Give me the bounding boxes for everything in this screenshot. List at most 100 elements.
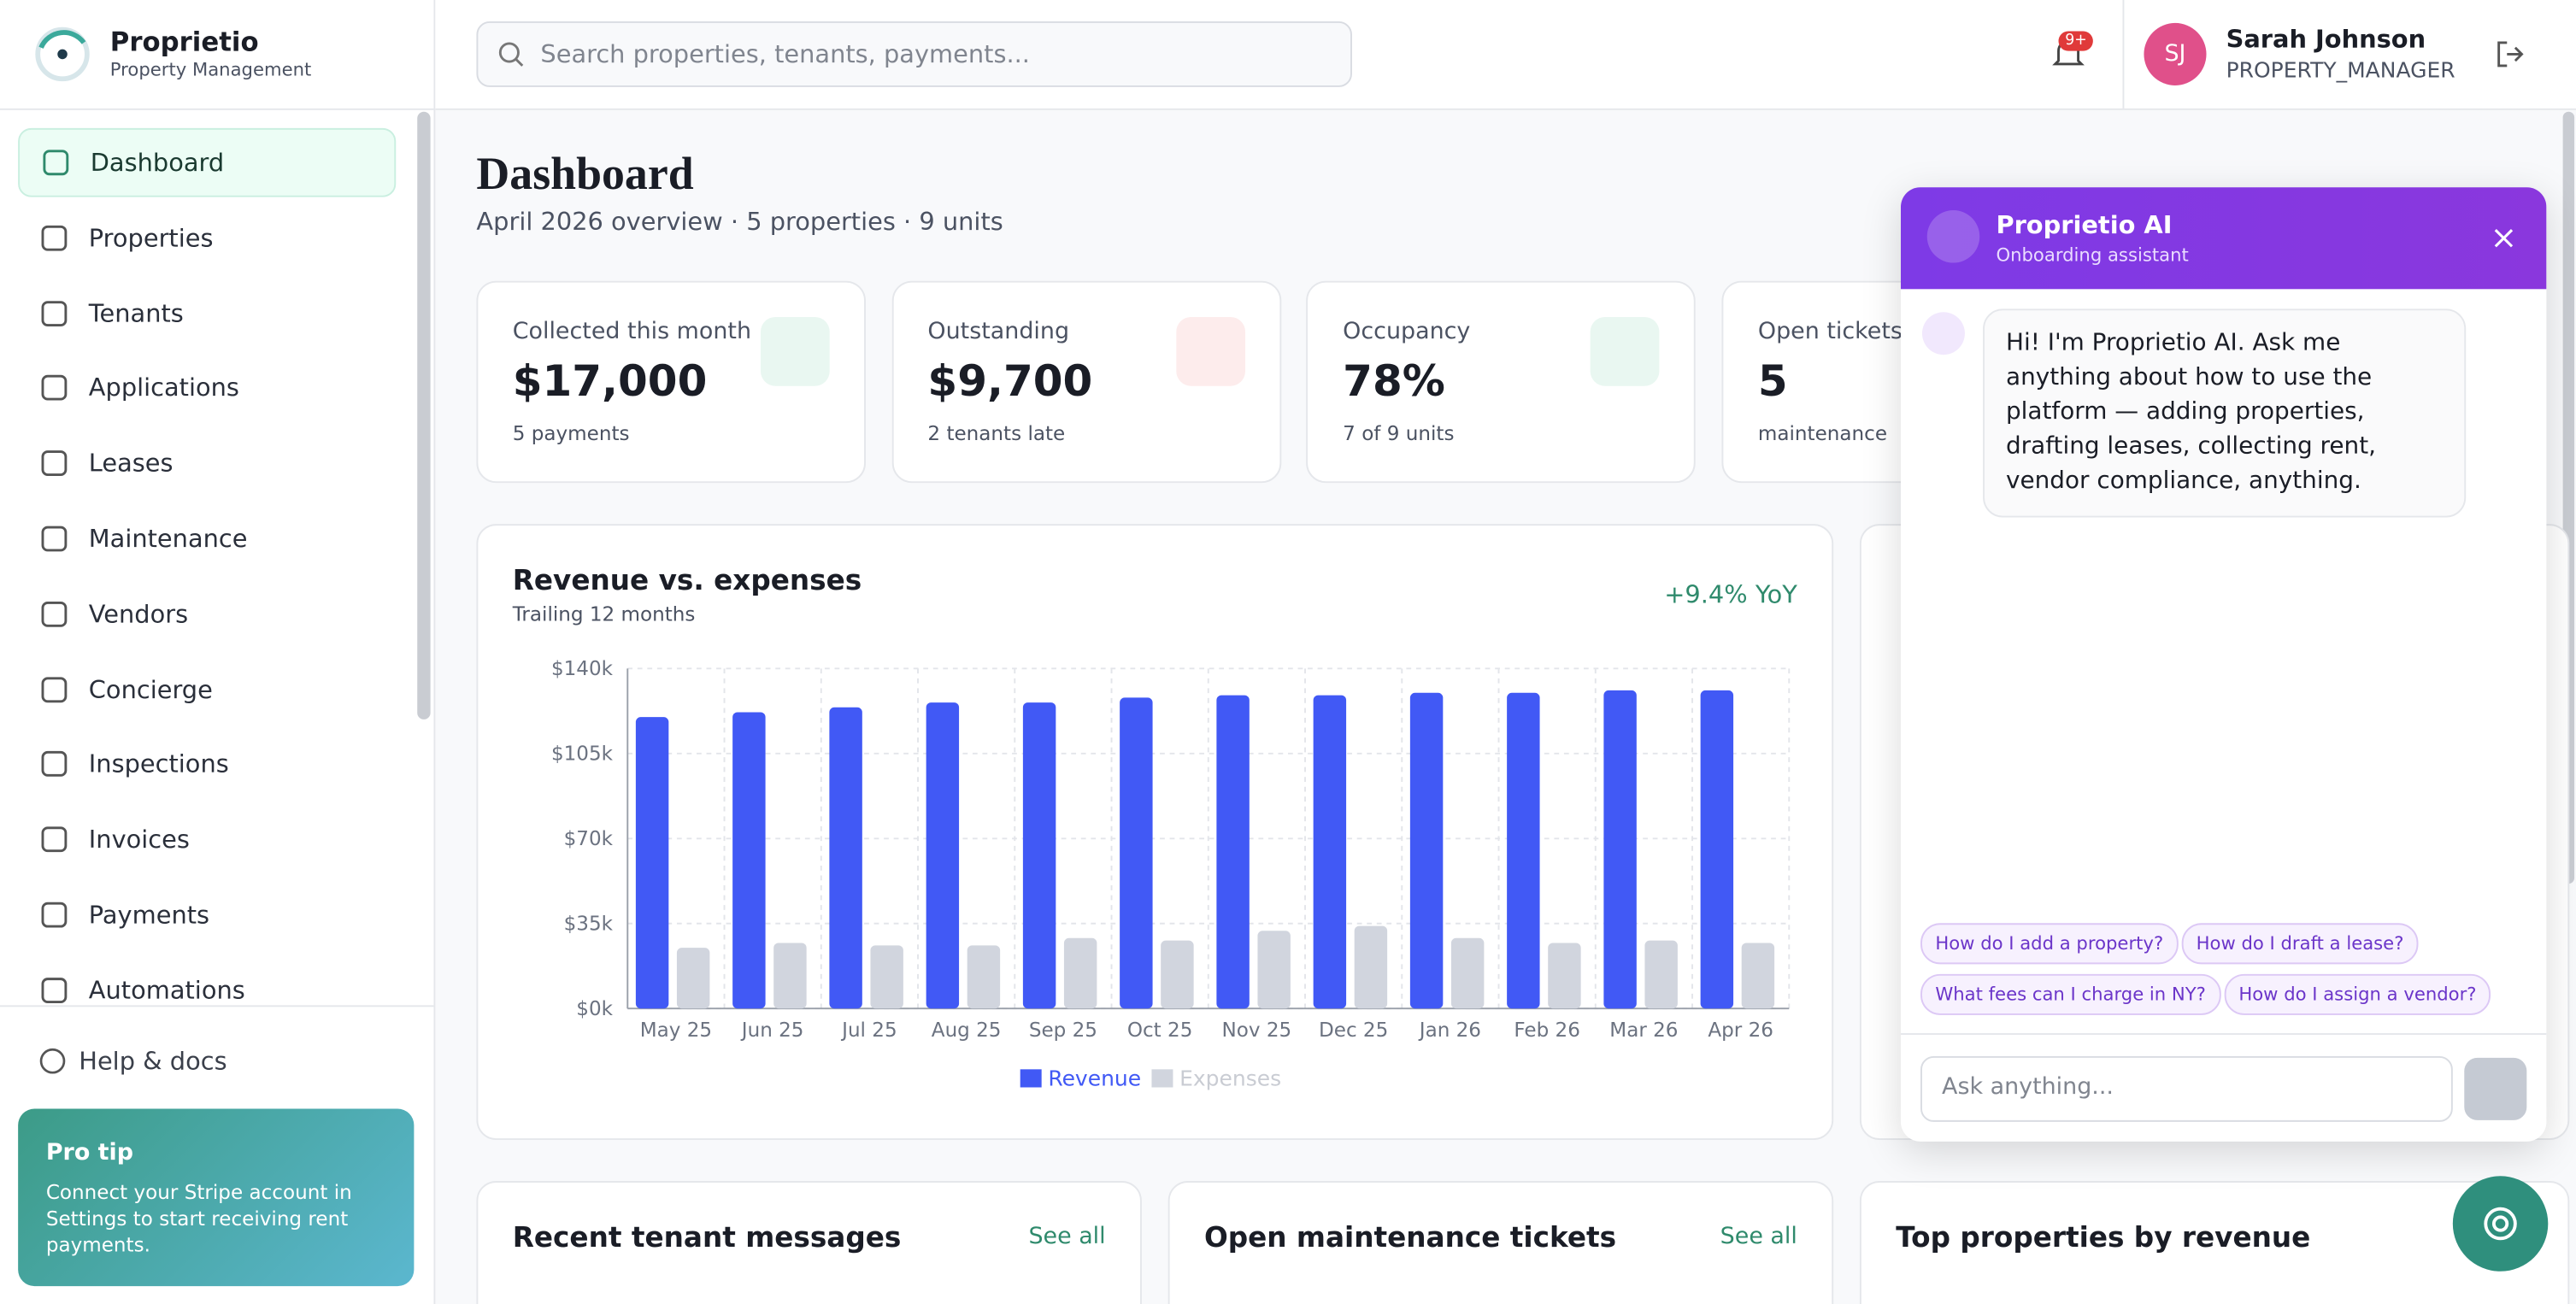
brand-name: Proprietio xyxy=(109,26,259,58)
nav-item[interactable]: Dashboard xyxy=(18,127,397,197)
logout[interactable] xyxy=(2496,39,2526,69)
x-tick-label: May 25 xyxy=(640,1019,712,1042)
stat-icon xyxy=(760,316,830,386)
nav-item[interactable]: Leases xyxy=(18,429,396,498)
nav-item[interactable]: Applications xyxy=(18,354,396,423)
nav-item[interactable]: Properties xyxy=(18,203,396,273)
send-button[interactable] xyxy=(2464,1057,2527,1120)
nav-item[interactable]: Tenants xyxy=(18,279,396,348)
x-tick-label: Jul 25 xyxy=(840,1019,897,1042)
chat-panel: Proprietio AI Onboarding assistant Hi! I… xyxy=(1900,187,2547,1142)
legend-label: Revenue xyxy=(1048,1066,1141,1091)
stat-note: 5 payments xyxy=(512,422,630,445)
bar xyxy=(1161,940,1194,1009)
fab-icon xyxy=(2484,1207,2517,1241)
stat-note: maintenance xyxy=(1757,422,1888,445)
bar xyxy=(829,707,862,1009)
panel-title: Open maintenance tickets xyxy=(1203,1222,1617,1255)
bot-icon xyxy=(1921,312,1965,355)
chart-card: Revenue vs. expenses Trailing 12 months … xyxy=(476,524,1834,1140)
panel-title: Recent tenant messages xyxy=(512,1222,902,1255)
stat-value: 5 xyxy=(1757,358,1788,408)
brand-tagline: Property Management xyxy=(109,59,312,81)
suggestion[interactable]: How do I assign a vendor? xyxy=(2224,973,2491,1015)
bar xyxy=(1409,692,1444,1009)
sidebar: Proprietio Property Management Dashboard… xyxy=(0,0,436,1304)
chat-placeholder: Ask anything... xyxy=(1942,1074,2114,1101)
suggestion[interactable]: How do I draft a lease? xyxy=(2181,923,2419,965)
bar xyxy=(1700,690,1734,1009)
nav-item[interactable]: Payments xyxy=(18,880,396,949)
stat-value: $17,000 xyxy=(512,358,708,408)
panel-title: Top properties by revenue xyxy=(1896,1222,2311,1255)
bar xyxy=(635,717,669,1009)
bar xyxy=(1063,937,1097,1009)
avatar[interactable]: SJ xyxy=(2144,22,2207,85)
bar xyxy=(1313,695,1347,1009)
divider xyxy=(1900,1033,2547,1035)
nav-icon xyxy=(41,300,68,326)
suggestion[interactable]: What fees can I charge in NY? xyxy=(1920,973,2221,1015)
chart-subtitle: Trailing 12 months xyxy=(512,602,696,626)
x-tick-label: Apr 26 xyxy=(1708,1019,1773,1042)
nav-label: Payments xyxy=(88,900,210,930)
bar xyxy=(967,945,1001,1009)
panel-link[interactable]: See all xyxy=(1028,1224,1106,1250)
nav-icon xyxy=(41,450,68,477)
suggestion[interactable]: How do I add a property? xyxy=(1920,923,2179,965)
help-link[interactable]: Help & docs xyxy=(79,1046,227,1077)
chat-subtitle: Onboarding assistant xyxy=(1996,244,2189,267)
nav-item[interactable]: Concierge xyxy=(18,655,396,724)
bar xyxy=(1603,690,1637,1009)
suggestions: How do I add a property? How do I draft a… xyxy=(1920,923,2528,1025)
nav-icon xyxy=(43,150,69,176)
x-tick-label: Aug 25 xyxy=(932,1019,1002,1042)
bar xyxy=(1216,695,1250,1009)
nav-icon xyxy=(41,826,68,853)
page-subtitle: April 2026 overview · 5 properties · 9 u… xyxy=(476,207,1003,237)
nav-label: Concierge xyxy=(88,674,213,704)
nav-item[interactable]: Maintenance xyxy=(18,504,396,573)
nav-label: Vendors xyxy=(88,599,189,629)
nav-icon xyxy=(41,977,68,1003)
badge: 9+ xyxy=(2058,31,2094,51)
nav-item[interactable]: Automations xyxy=(18,955,396,1025)
search-placeholder: Search properties, tenants, payments... xyxy=(540,39,1030,69)
stat-label: Open tickets xyxy=(1757,318,1903,345)
search-icon xyxy=(498,42,524,67)
nav-label: Dashboard xyxy=(90,147,225,178)
bar xyxy=(732,712,766,1009)
x-tick-label: Dec 25 xyxy=(1319,1019,1388,1042)
nav-icon xyxy=(41,526,68,552)
chat-header: Proprietio AI Onboarding assistant xyxy=(1900,187,2547,290)
chat-close[interactable] xyxy=(2494,228,2514,248)
nav-item[interactable]: Invoices xyxy=(18,805,396,874)
nav-label: Applications xyxy=(88,373,239,403)
bar xyxy=(1741,943,1775,1009)
stat-note: 7 of 9 units xyxy=(1343,422,1455,445)
bar xyxy=(1507,692,1540,1009)
x-tick-label: Jan 26 xyxy=(1418,1019,1481,1042)
help-fab[interactable] xyxy=(2452,1176,2549,1272)
chat-input[interactable]: Ask anything... xyxy=(1920,1055,2453,1122)
user-role: PROPERTY_MANAGER xyxy=(2226,59,2455,85)
search[interactable]: Search properties, tenants, payments... xyxy=(476,21,1352,87)
x-tick-label: Nov 25 xyxy=(1222,1019,1292,1042)
x-tick-label: Jun 25 xyxy=(740,1019,804,1042)
nav-item[interactable]: Vendors xyxy=(18,579,396,649)
panel-link[interactable]: See all xyxy=(1720,1224,1797,1250)
nav-label: Automations xyxy=(88,975,245,1005)
x-tick-label: Mar 26 xyxy=(1609,1019,1678,1042)
topbar: Search properties, tenants, payments... … xyxy=(435,0,2576,110)
nav-label: Maintenance xyxy=(88,524,248,554)
chart: $0k $35k $70k $105k $140k May 25 Jun 25 Jul 25 A… xyxy=(551,658,1791,1091)
user-name: Sarah Johnson xyxy=(2226,24,2426,55)
nav-label: Tenants xyxy=(88,298,184,328)
nav-item[interactable]: Inspections xyxy=(18,730,396,799)
bar xyxy=(1022,702,1056,1009)
x-tick-label: Sep 25 xyxy=(1029,1019,1097,1042)
stat-label: Collected this month xyxy=(512,318,752,345)
bar xyxy=(1548,943,1581,1009)
